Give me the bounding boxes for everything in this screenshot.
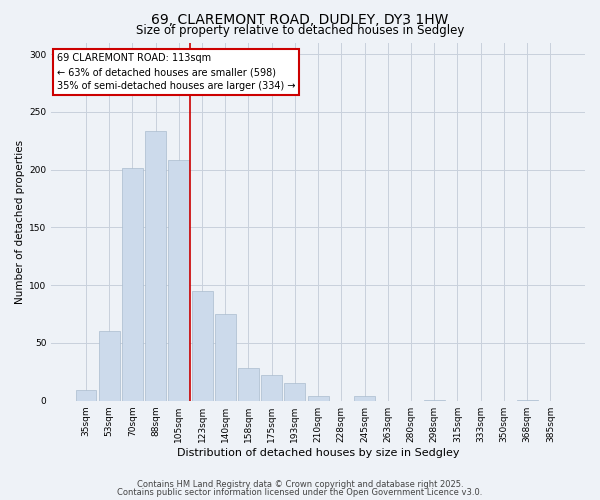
Bar: [215, 314, 236, 400]
Bar: [191, 291, 212, 401]
Text: 69, CLAREMONT ROAD, DUDLEY, DY3 1HW: 69, CLAREMONT ROAD, DUDLEY, DY3 1HW: [151, 12, 449, 26]
Bar: [308, 396, 329, 400]
Bar: [261, 376, 282, 400]
Bar: [99, 332, 119, 400]
Bar: [169, 160, 189, 400]
Text: 69 CLAREMONT ROAD: 113sqm
← 63% of detached houses are smaller (598)
35% of semi: 69 CLAREMONT ROAD: 113sqm ← 63% of detac…: [56, 53, 295, 91]
Bar: [354, 396, 375, 400]
Text: Contains HM Land Registry data © Crown copyright and database right 2025.: Contains HM Land Registry data © Crown c…: [137, 480, 463, 489]
Bar: [238, 368, 259, 400]
Bar: [76, 390, 97, 400]
Text: Contains public sector information licensed under the Open Government Licence v3: Contains public sector information licen…: [118, 488, 482, 497]
Bar: [122, 168, 143, 400]
Bar: [145, 132, 166, 400]
X-axis label: Distribution of detached houses by size in Sedgley: Distribution of detached houses by size …: [177, 448, 460, 458]
Y-axis label: Number of detached properties: Number of detached properties: [15, 140, 25, 304]
Text: Size of property relative to detached houses in Sedgley: Size of property relative to detached ho…: [136, 24, 464, 37]
Bar: [284, 384, 305, 400]
